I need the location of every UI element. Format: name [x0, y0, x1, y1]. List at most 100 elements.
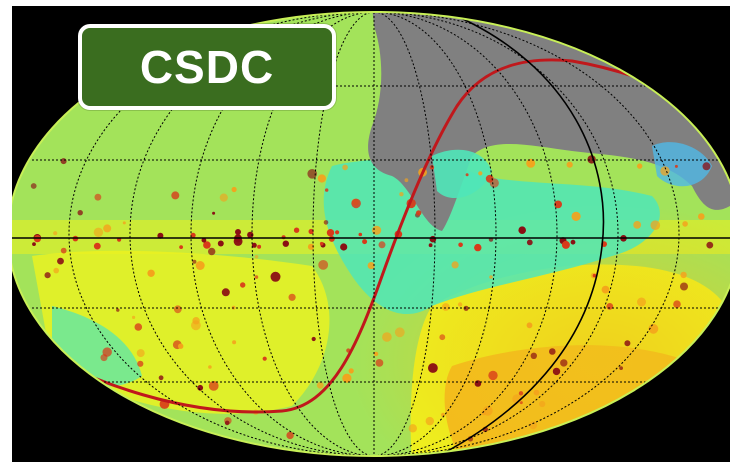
plane-source	[428, 243, 433, 248]
point-source	[262, 356, 267, 361]
point-source	[378, 241, 386, 249]
point-source	[270, 271, 281, 282]
sky-outline	[12, 11, 730, 457]
plane-source	[32, 242, 36, 247]
point-source	[673, 300, 681, 309]
point-source	[208, 365, 212, 369]
ecliptic-line	[12, 58, 730, 414]
plane-source	[570, 239, 576, 245]
point-source	[457, 302, 463, 307]
grid-meridian	[373, 12, 436, 456]
point-source	[698, 213, 705, 220]
point-source	[529, 421, 538, 430]
plane-source	[217, 240, 224, 247]
point-source	[122, 221, 126, 225]
point-source	[526, 322, 533, 329]
point-source	[404, 178, 409, 183]
point-source	[549, 348, 556, 355]
point-source	[552, 367, 561, 376]
point-source	[441, 412, 446, 417]
point-source	[53, 267, 59, 274]
point-source	[60, 158, 67, 165]
point-source	[637, 297, 646, 307]
point-source	[94, 193, 102, 201]
point-source	[660, 166, 670, 176]
point-source	[60, 247, 67, 254]
point-source	[399, 192, 404, 197]
point-source	[408, 424, 417, 433]
plane-source	[474, 243, 482, 252]
badge-label: CSDC	[139, 41, 275, 93]
point-source	[197, 384, 204, 391]
point-source	[482, 405, 493, 416]
point-source	[93, 227, 104, 237]
point-source	[311, 336, 316, 342]
plane-source	[247, 231, 254, 239]
point-source	[224, 420, 230, 426]
point-source	[254, 275, 259, 279]
plane-source	[340, 243, 348, 251]
point-source	[526, 239, 533, 246]
point-source	[221, 288, 230, 297]
plane-source	[518, 226, 526, 234]
point-source	[137, 360, 144, 367]
point-source	[592, 273, 597, 278]
point-source	[325, 188, 329, 192]
point-source	[373, 351, 379, 357]
point-source	[463, 305, 469, 311]
point-source	[178, 343, 184, 349]
point-source	[530, 352, 537, 359]
point-source	[489, 178, 499, 188]
point-source	[382, 332, 392, 342]
point-source	[77, 210, 83, 216]
point-source	[219, 193, 228, 202]
point-source	[518, 391, 524, 396]
point-source	[53, 231, 58, 236]
grid-meridian	[68, 12, 375, 456]
point-source	[288, 293, 296, 301]
solid-meridian	[441, 13, 605, 455]
point-source	[650, 220, 661, 230]
point-source	[348, 368, 354, 374]
point-source	[171, 191, 180, 200]
point-source	[318, 260, 329, 270]
point-source	[619, 366, 623, 370]
point-source	[316, 381, 324, 389]
point-source	[416, 210, 422, 216]
point-source	[102, 347, 112, 357]
point-source	[539, 400, 546, 408]
point-source	[394, 327, 405, 338]
grid-meridian	[312, 12, 375, 456]
point-source	[533, 389, 540, 396]
plane-source	[93, 242, 101, 250]
point-source	[372, 225, 382, 235]
point-source	[231, 186, 237, 193]
point-source	[232, 340, 237, 345]
plane-source	[293, 227, 300, 233]
plane-source	[561, 240, 570, 249]
point-source	[488, 370, 498, 381]
point-source	[526, 158, 536, 168]
plane-source	[203, 241, 211, 249]
plane-source	[282, 240, 289, 247]
cyan-patch-gap	[432, 149, 492, 199]
point-source	[606, 303, 614, 310]
point-source	[648, 323, 659, 334]
point-source	[342, 164, 348, 171]
point-source	[706, 241, 714, 249]
point-source	[680, 271, 687, 279]
point-source	[560, 359, 568, 367]
point-source	[132, 315, 136, 319]
point-source	[571, 211, 581, 221]
point-source	[342, 373, 352, 383]
point-source	[307, 169, 318, 179]
point-source	[195, 261, 205, 270]
point-source	[680, 282, 688, 291]
point-source	[323, 220, 329, 225]
point-source	[375, 359, 384, 367]
point-source	[158, 375, 164, 381]
point-source	[351, 198, 361, 209]
point-source	[489, 275, 493, 279]
plane-source	[308, 228, 314, 235]
point-source	[208, 247, 216, 256]
